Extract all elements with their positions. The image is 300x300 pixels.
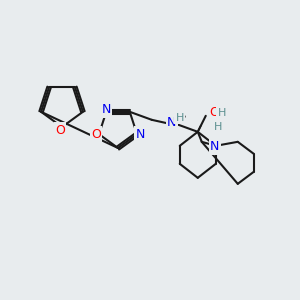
Text: H: H [214,122,222,132]
Text: N: N [210,140,219,153]
Text: •: • [181,113,186,122]
Text: O: O [55,124,65,136]
Text: O: O [91,128,101,141]
Text: N: N [167,116,176,129]
Text: H: H [218,108,226,118]
Text: H: H [176,113,184,123]
Text: O: O [209,106,219,119]
Text: N: N [102,103,111,116]
Text: N: N [135,128,145,141]
